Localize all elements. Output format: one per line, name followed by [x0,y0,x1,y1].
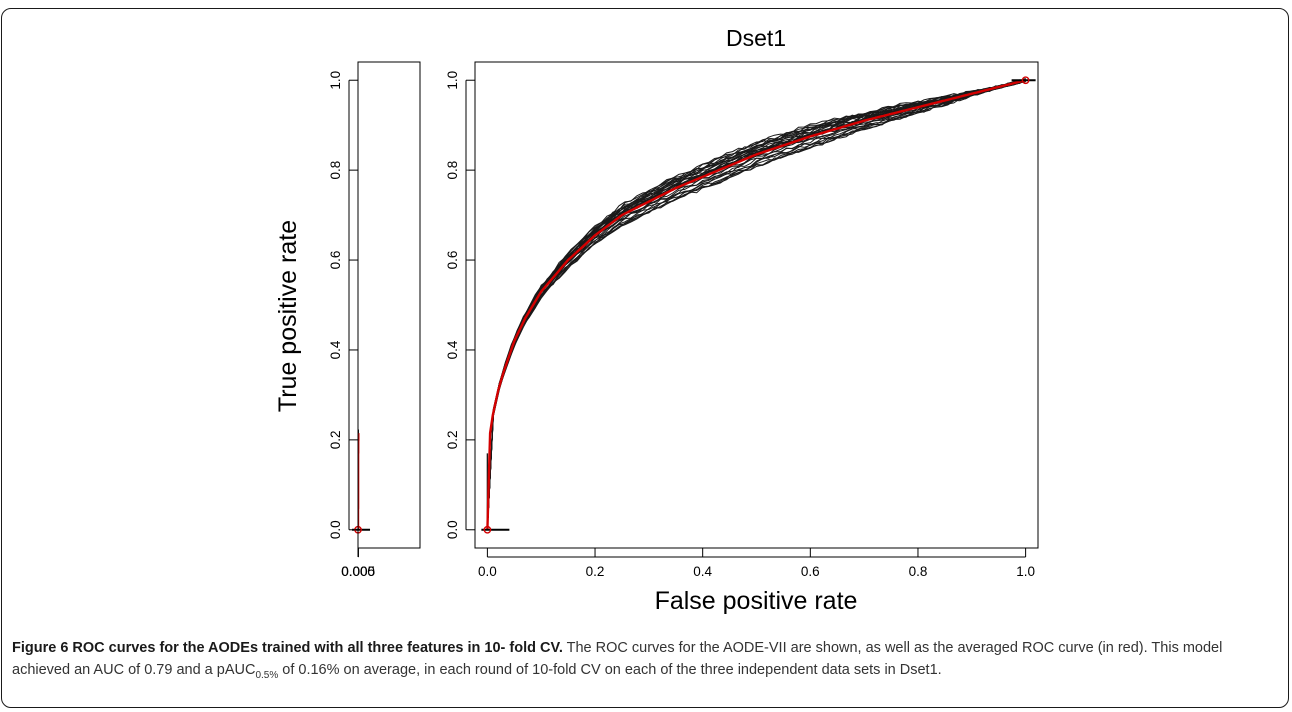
caption-text-end: of 0.16% on average, in each round of 10… [278,662,942,678]
main-x-tick-label: 0.2 [586,564,605,579]
inset-x-tick-label: 0.005 [341,564,375,579]
figure-caption: Figure 6 ROC curves for the AODEs traine… [12,637,1274,681]
main-y-tick-label: 0.0 [445,520,460,539]
inset-y-tick-label: 0.2 [328,430,343,449]
main-x-tick-label: 0.6 [801,564,820,579]
caption-text: The ROC curves for the AODE-VII are show… [12,640,1223,678]
roc-chart: Dset1 True positive rate False positive … [274,25,1039,615]
main-x-tick-label: 1.0 [1016,564,1035,579]
inset-plot-box [357,61,421,549]
chart-title: Dset1 [726,25,786,51]
main-origin-marker [483,525,492,534]
main-roc-curve [486,80,1026,530]
inset-x-tick-label: 0.000 [341,564,375,579]
main-roc-curve [486,79,1026,530]
inset-y-tick-label: 0.8 [328,161,343,180]
main-x-tick-label: 0.0 [478,564,497,579]
main-y-tick-label: 0.4 [445,340,460,359]
main-x-tick-label: 0.8 [909,564,928,579]
caption-figure-label: Figure 6 ROC curves for the AODEs traine… [12,640,563,656]
inset-y-tick-label: 1.0 [328,71,343,90]
main-roc-curve [486,77,1026,530]
main-y-tick-label: 0.2 [445,430,460,449]
main-y-tick-label: 0.8 [445,161,460,180]
main-average-roc-curve [486,79,1026,530]
main-y-tick-label: 1.0 [445,71,460,90]
caption-subscript: 0.5% [255,669,279,681]
main-end-marker [1021,76,1030,85]
inset-y-tick-label: 0.0 [328,520,343,539]
inset-y-tick-label: 0.4 [328,340,343,359]
main-roc-curve [486,79,1026,530]
main-roc-curve [486,79,1026,530]
x-axis-label: False positive rate [655,587,858,615]
main-y-tick-label: 0.6 [445,251,460,270]
y-axis-label: True positive rate [274,220,302,412]
main-plot-box [474,61,1039,549]
main-x-tick-label: 0.4 [693,564,712,579]
figure-frame [1,8,1289,708]
inset-y-tick-label: 0.6 [328,251,343,270]
main-roc-curve [486,79,1026,530]
